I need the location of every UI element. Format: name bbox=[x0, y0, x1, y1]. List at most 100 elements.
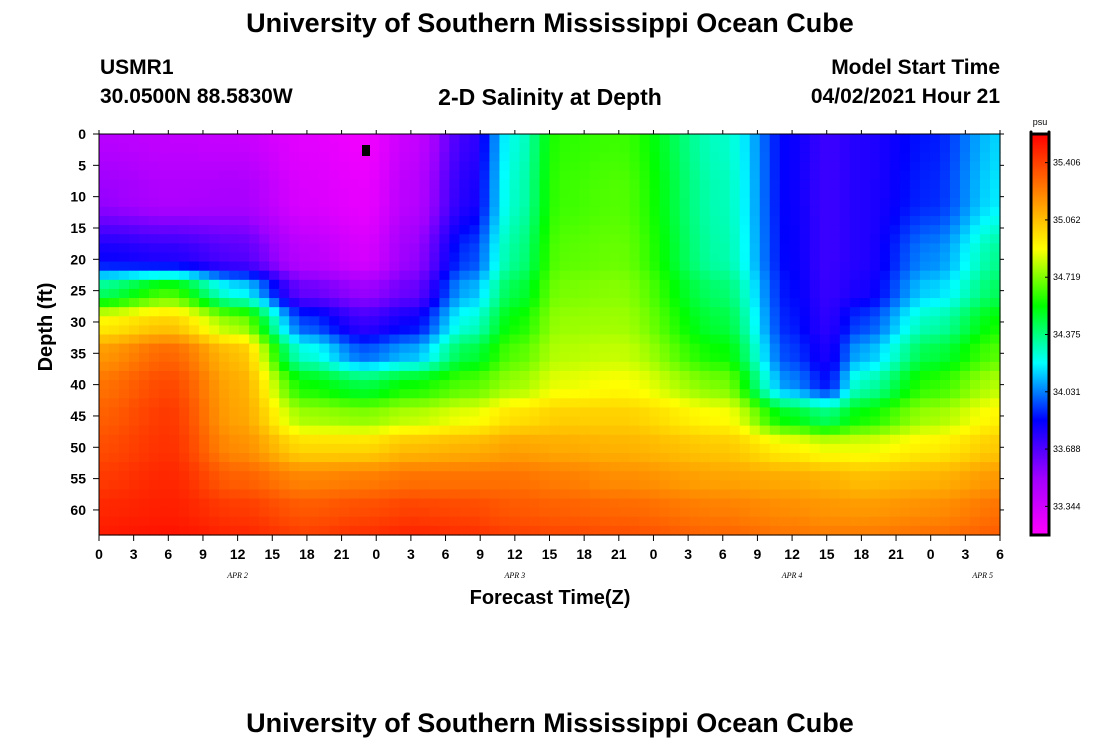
heatmap-cell bbox=[409, 507, 420, 518]
heatmap-cell bbox=[419, 507, 430, 518]
heatmap-cell bbox=[309, 197, 320, 208]
heatmap-cell bbox=[409, 261, 420, 272]
heatmap-cell bbox=[619, 425, 631, 436]
heatmap-cell bbox=[419, 334, 430, 345]
heatmap-cell bbox=[329, 352, 340, 363]
heatmap-cell bbox=[599, 471, 611, 481]
heatmap-cell bbox=[219, 307, 230, 317]
heatmap-cell bbox=[269, 234, 280, 244]
heatmap-cell bbox=[619, 380, 631, 390]
heatmap-cell bbox=[879, 416, 891, 427]
heatmap-cell bbox=[369, 480, 380, 491]
heatmap-cell bbox=[289, 525, 300, 536]
heatmap-cell bbox=[549, 498, 561, 509]
heatmap-cell bbox=[859, 225, 871, 235]
heatmap-cell bbox=[559, 197, 571, 208]
heatmap-cell bbox=[169, 380, 180, 390]
heatmap-cell bbox=[539, 398, 551, 409]
heatmap-cell bbox=[929, 288, 941, 299]
heatmap-cell bbox=[709, 243, 721, 254]
heatmap-cell bbox=[269, 416, 280, 427]
heatmap-cell bbox=[799, 434, 811, 445]
heatmap-cell bbox=[409, 152, 420, 162]
heatmap-cell bbox=[949, 370, 961, 381]
heatmap-cell bbox=[279, 261, 290, 272]
heatmap-cell bbox=[849, 443, 861, 454]
heatmap-cell bbox=[609, 498, 621, 509]
heatmap-cell bbox=[379, 197, 390, 208]
heatmap-cell bbox=[359, 252, 370, 263]
y-tick-label: 0 bbox=[78, 126, 86, 142]
heatmap-cell bbox=[619, 197, 631, 208]
heatmap-cell bbox=[499, 343, 511, 354]
heatmap-cell bbox=[629, 334, 641, 345]
heatmap-cell bbox=[539, 389, 551, 399]
heatmap-cell bbox=[169, 252, 180, 263]
heatmap-cell bbox=[569, 480, 581, 491]
heatmap-cell bbox=[569, 462, 581, 472]
heatmap-cell bbox=[889, 188, 901, 199]
heatmap-cell bbox=[159, 225, 170, 235]
heatmap-cell bbox=[129, 370, 140, 381]
heatmap-cell bbox=[359, 234, 370, 244]
heatmap-cell bbox=[479, 389, 491, 399]
heatmap-cell bbox=[499, 425, 511, 436]
heatmap-cell bbox=[299, 443, 310, 454]
heatmap-cell bbox=[979, 325, 991, 336]
heatmap-cell bbox=[179, 270, 190, 281]
heatmap-cell bbox=[219, 170, 230, 181]
heatmap-cell bbox=[199, 407, 210, 418]
heatmap-cell bbox=[809, 380, 821, 390]
heatmap-cell bbox=[869, 170, 881, 181]
heatmap-cell bbox=[559, 462, 571, 472]
heatmap-cell bbox=[219, 316, 230, 326]
heatmap-cell bbox=[569, 516, 581, 527]
heatmap-cell bbox=[339, 434, 350, 445]
heatmap-cell bbox=[539, 325, 551, 336]
heatmap-cell bbox=[149, 143, 160, 153]
heatmap-cell bbox=[529, 279, 541, 290]
heatmap-cell bbox=[739, 525, 751, 536]
heatmap-cell bbox=[199, 516, 210, 527]
heatmap-cell bbox=[789, 179, 801, 190]
heatmap-cell bbox=[399, 206, 410, 217]
heatmap-cell bbox=[439, 134, 450, 144]
heatmap-cell bbox=[189, 288, 200, 299]
heatmap-cell bbox=[739, 307, 751, 317]
heatmap-cell bbox=[169, 489, 180, 500]
heatmap-cell bbox=[699, 471, 711, 481]
heatmap-cell bbox=[809, 279, 821, 290]
heatmap-cell bbox=[899, 507, 911, 518]
heatmap-cell bbox=[99, 480, 110, 491]
heatmap-cell bbox=[719, 370, 731, 381]
heatmap-cell bbox=[599, 243, 611, 254]
heatmap-cell bbox=[429, 416, 440, 427]
heatmap-cell bbox=[909, 261, 921, 272]
heatmap-cell bbox=[339, 452, 350, 463]
heatmap-cell bbox=[939, 298, 951, 308]
heatmap-cell bbox=[749, 398, 761, 409]
heatmap-cell bbox=[679, 225, 691, 235]
heatmap-cell bbox=[579, 389, 591, 399]
heatmap-cell bbox=[139, 452, 150, 463]
heatmap-cell bbox=[169, 361, 180, 372]
heatmap-cell bbox=[219, 252, 230, 263]
heatmap-cell bbox=[669, 243, 681, 254]
heatmap-cell bbox=[809, 516, 821, 527]
heatmap-cell bbox=[549, 361, 561, 372]
heatmap-cell bbox=[929, 389, 941, 399]
heatmap-cell bbox=[359, 279, 370, 290]
heatmap-cell bbox=[619, 270, 631, 281]
heatmap-cell bbox=[369, 188, 380, 199]
heatmap-cell bbox=[949, 352, 961, 363]
heatmap-cell bbox=[709, 261, 721, 272]
heatmap-cell bbox=[619, 471, 631, 481]
heatmap-cell bbox=[289, 462, 300, 472]
heatmap-cell bbox=[619, 279, 631, 290]
heatmap-cell bbox=[419, 261, 430, 272]
heatmap-cell bbox=[649, 143, 661, 153]
heatmap-cell bbox=[439, 507, 450, 518]
heatmap-cell bbox=[729, 380, 741, 390]
heatmap-cell bbox=[259, 352, 270, 363]
heatmap-cell bbox=[159, 261, 170, 272]
